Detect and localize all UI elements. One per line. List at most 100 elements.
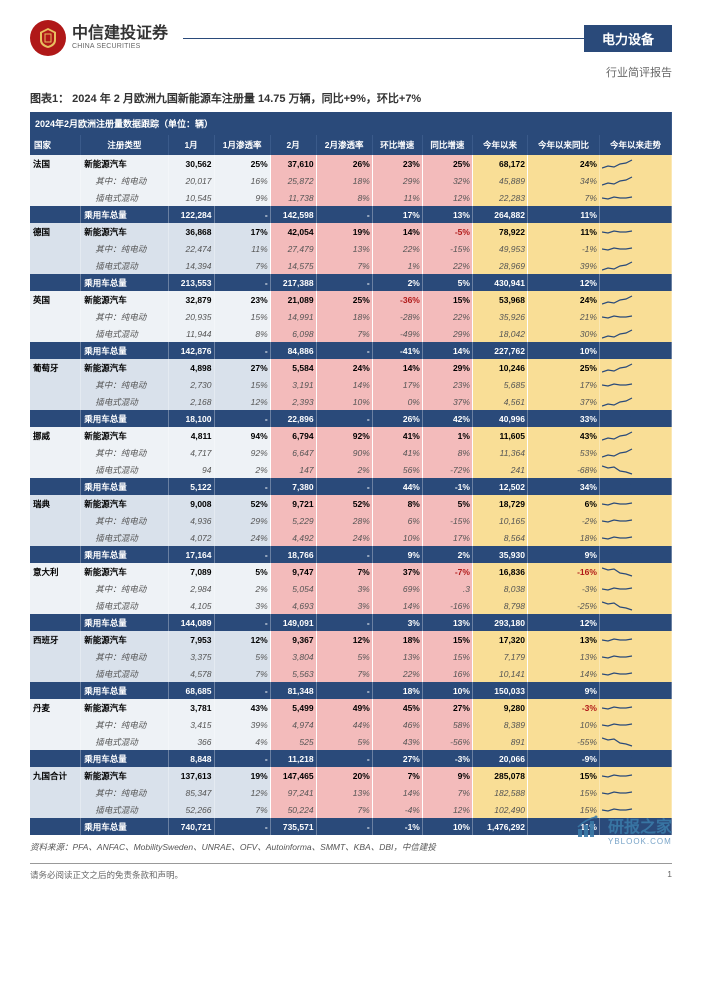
table-row: 其中：纯电动20,93515%14,99118%-28%22%35,92621%	[30, 308, 672, 325]
value-cell: 12%	[214, 631, 270, 648]
value-cell: 13%	[422, 614, 472, 631]
sparkline-cell	[599, 478, 671, 495]
sparkline-cell	[599, 512, 671, 529]
value-cell: 33%	[527, 410, 599, 427]
value-cell: -	[214, 342, 270, 359]
value-cell: 22%	[422, 308, 472, 325]
type-cell: 插电式混动	[81, 733, 168, 750]
value-cell: 29%	[422, 325, 472, 342]
country-cell	[30, 750, 81, 767]
value-cell: 6,098	[270, 325, 316, 342]
sparkline-cell	[599, 461, 671, 478]
country-cell	[30, 257, 81, 274]
value-cell: 94%	[214, 427, 270, 444]
table-row: 其中：纯电动20,01716%25,87218%29%32%45,88934%	[30, 172, 672, 189]
type-cell: 其中：纯电动	[81, 716, 168, 733]
value-cell: 90%	[316, 444, 372, 461]
country-cell: 英国	[30, 291, 81, 308]
type-cell: 其中：纯电动	[81, 376, 168, 393]
sparkline-cell	[599, 410, 671, 427]
value-cell: 7%	[372, 767, 422, 784]
value-cell: 4,936	[168, 512, 214, 529]
col-header: 1月渗透率	[214, 135, 270, 155]
page-number: 1	[667, 869, 672, 881]
value-cell: 8%	[372, 495, 422, 512]
value-cell: 4,898	[168, 359, 214, 376]
sparkline-cell	[599, 393, 671, 410]
value-cell: 7%	[422, 784, 472, 801]
type-cell: 其中：纯电动	[81, 580, 168, 597]
value-cell: 13%	[316, 240, 372, 257]
value-cell: 12%	[214, 393, 270, 410]
sparkline-cell	[599, 342, 671, 359]
value-cell: 4,578	[168, 665, 214, 682]
type-cell: 新能源汽车	[81, 223, 168, 240]
data-table: 2024年2月欧洲注册量数据跟踪（单位：辆） 国家注册类型1月1月渗透率2月2月…	[30, 112, 672, 835]
value-cell: -3%	[422, 750, 472, 767]
country-cell: 西班牙	[30, 631, 81, 648]
value-cell: 14%	[372, 359, 422, 376]
table-row: 丹麦新能源汽车3,78143%5,49949%45%27%9,280-3%	[30, 699, 672, 716]
value-cell: -55%	[527, 733, 599, 750]
table-header-row: 国家注册类型1月1月渗透率2月2月渗透率环比增速同比增速今年以来今年以来同比今年…	[30, 135, 672, 155]
country-cell	[30, 580, 81, 597]
value-cell: 3,804	[270, 648, 316, 665]
value-cell: 5%	[316, 648, 372, 665]
type-cell: 新能源汽车	[81, 359, 168, 376]
value-cell: 21%	[527, 308, 599, 325]
value-cell: 14%	[372, 223, 422, 240]
value-cell: 9,747	[270, 563, 316, 580]
value-cell: 50,224	[270, 801, 316, 818]
country-cell: 法国	[30, 155, 81, 172]
value-cell: -41%	[372, 342, 422, 359]
value-cell: 17%	[372, 206, 422, 223]
country-cell	[30, 648, 81, 665]
value-cell: 525	[270, 733, 316, 750]
value-cell: 45,889	[472, 172, 527, 189]
value-cell: 22,896	[270, 410, 316, 427]
value-cell: 14%	[372, 597, 422, 614]
type-cell: 乘用车总量	[81, 614, 168, 631]
value-cell: 15%	[422, 631, 472, 648]
value-cell: 217,388	[270, 274, 316, 291]
value-cell: 8,038	[472, 580, 527, 597]
country-cell: 德国	[30, 223, 81, 240]
type-cell: 乘用车总量	[81, 546, 168, 563]
value-cell: 7,380	[270, 478, 316, 495]
value-cell: 27,479	[270, 240, 316, 257]
type-cell: 插电式混动	[81, 665, 168, 682]
value-cell: 17%	[214, 223, 270, 240]
value-cell: 42%	[422, 410, 472, 427]
value-cell: 22%	[372, 665, 422, 682]
value-cell: 10%	[527, 342, 599, 359]
value-cell: 6,647	[270, 444, 316, 461]
country-cell	[30, 614, 81, 631]
value-cell: -3%	[527, 699, 599, 716]
sparkline-cell	[599, 784, 671, 801]
value-cell: -	[316, 274, 372, 291]
sparkline-cell	[599, 274, 671, 291]
value-cell: 9,721	[270, 495, 316, 512]
value-cell: 11%	[527, 206, 599, 223]
table-row: 乘用车总量5,122-7,380-44%-1%12,50234%	[30, 478, 672, 495]
value-cell: 137,613	[168, 767, 214, 784]
value-cell: 735,571	[270, 818, 316, 835]
table-row: 插电式混动10,5459%11,7388%11%12%22,2837%	[30, 189, 672, 206]
value-cell: 27%	[422, 699, 472, 716]
value-cell: 4,561	[472, 393, 527, 410]
value-cell: 3,781	[168, 699, 214, 716]
value-cell: 17,164	[168, 546, 214, 563]
value-cell: 891	[472, 733, 527, 750]
country-cell	[30, 716, 81, 733]
value-cell: 37%	[372, 563, 422, 580]
value-cell: 30%	[527, 325, 599, 342]
col-header: 2月渗透率	[316, 135, 372, 155]
table-row: 插电式混动4,1053%4,6933%14%-16%8,798-25%	[30, 597, 672, 614]
table-row: 英国新能源汽车32,87923%21,08925%-36%15%53,96824…	[30, 291, 672, 308]
type-cell: 新能源汽车	[81, 291, 168, 308]
value-cell: 15%	[527, 784, 599, 801]
table-row: 其中：纯电动3,41539%4,97444%46%58%8,38910%	[30, 716, 672, 733]
watermark-name: 研报之家	[608, 813, 672, 837]
footer: 请务必阅读正文之后的免责条款和声明。 1	[30, 863, 672, 881]
value-cell: .3	[422, 580, 472, 597]
